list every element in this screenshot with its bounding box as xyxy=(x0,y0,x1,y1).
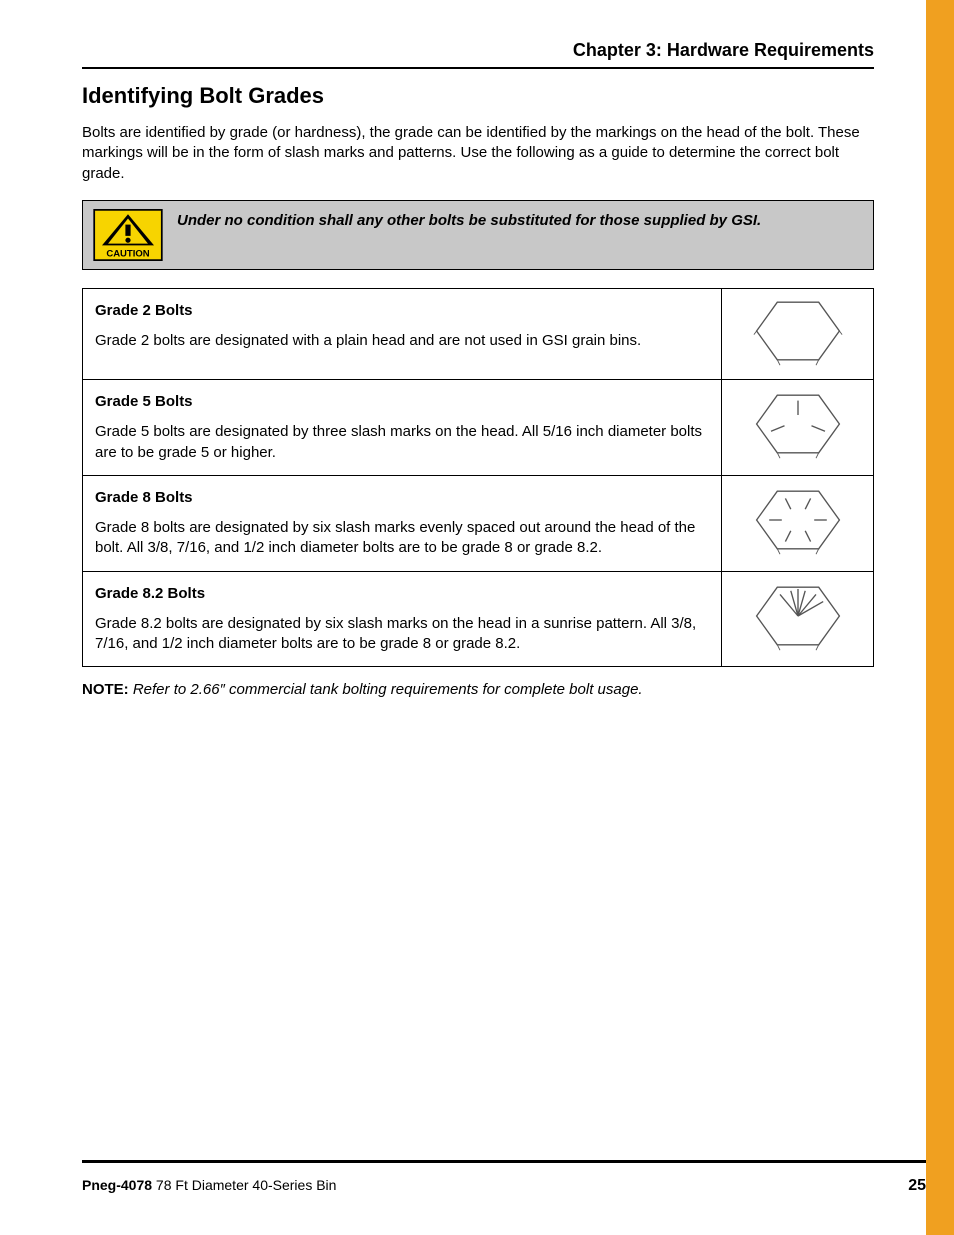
grade-icon-cell xyxy=(722,288,874,379)
grade-title: Grade 2 Bolts xyxy=(95,301,709,321)
bolt-grade-table: Grade 2 Bolts Grade 2 bolts are designat… xyxy=(82,288,874,668)
grade-cell: Grade 8.2 Bolts Grade 8.2 bolts are desi… xyxy=(83,571,722,667)
grade-title: Grade 5 Bolts xyxy=(95,392,709,412)
grade-icon-cell xyxy=(722,571,874,667)
grade-cell: Grade 5 Bolts Grade 5 bolts are designat… xyxy=(83,380,722,476)
table-row: Grade 8 Bolts Grade 8 bolts are designat… xyxy=(83,475,874,571)
rule-bottom xyxy=(82,1160,926,1163)
rule-top xyxy=(82,67,874,69)
grade-title: Grade 8 Bolts xyxy=(95,488,709,508)
chapter-heading: Chapter 3: Hardware Requirements xyxy=(82,40,874,61)
doc-title: 78 Ft Diameter 40-Series Bin xyxy=(152,1177,336,1193)
doc-id: Pneg-4078 xyxy=(82,1177,152,1193)
note: NOTE: Refer to 2.66″ commercial tank bol… xyxy=(82,681,874,698)
caution-callout: CAUTION Under no condition shall any oth… xyxy=(82,200,874,270)
section-title: Identifying Bolt Grades xyxy=(82,83,874,109)
bolt-head-grade82-icon xyxy=(753,580,843,652)
bolt-head-grade5-icon xyxy=(753,388,843,460)
page-footer: Pneg-4078 78 Ft Diameter 40-Series Bin 2… xyxy=(82,1160,926,1195)
table-row: Grade 8.2 Bolts Grade 8.2 bolts are desi… xyxy=(83,571,874,667)
grade-icon-cell xyxy=(722,475,874,571)
grade-icon-cell xyxy=(722,380,874,476)
bolt-head-grade8-icon xyxy=(753,484,843,556)
page-accent-bar xyxy=(926,0,954,1235)
table-row: Grade 5 Bolts Grade 5 bolts are designat… xyxy=(83,380,874,476)
note-label: NOTE: xyxy=(82,681,129,698)
page-number: 25 xyxy=(908,1177,926,1195)
grade-desc: Grade 2 bolts are designated with a plai… xyxy=(95,332,641,349)
bolt-head-plain-icon xyxy=(753,295,843,367)
intro-paragraph: Bolts are identified by grade (or hardne… xyxy=(82,123,874,184)
caution-text: Under no condition shall any other bolts… xyxy=(177,209,761,231)
grade-title: Grade 8.2 Bolts xyxy=(95,584,709,604)
caution-icon: CAUTION xyxy=(93,209,163,261)
grade-cell: Grade 8 Bolts Grade 8 bolts are designat… xyxy=(83,475,722,571)
page-content: Chapter 3: Hardware Requirements Identif… xyxy=(82,40,874,698)
grade-cell: Grade 2 Bolts Grade 2 bolts are designat… xyxy=(83,288,722,379)
note-text-value: Refer to 2.66″ commercial tank bolting r… xyxy=(133,681,643,698)
caution-label: CAUTION xyxy=(106,248,149,259)
grade-desc: Grade 8.2 bolts are designated by six sl… xyxy=(95,615,696,652)
grade-desc: Grade 8 bolts are designated by six slas… xyxy=(95,519,695,556)
footer-left: Pneg-4078 78 Ft Diameter 40-Series Bin xyxy=(82,1177,336,1193)
table-row: Grade 2 Bolts Grade 2 bolts are designat… xyxy=(83,288,874,379)
grade-desc: Grade 5 bolts are designated by three sl… xyxy=(95,423,702,460)
